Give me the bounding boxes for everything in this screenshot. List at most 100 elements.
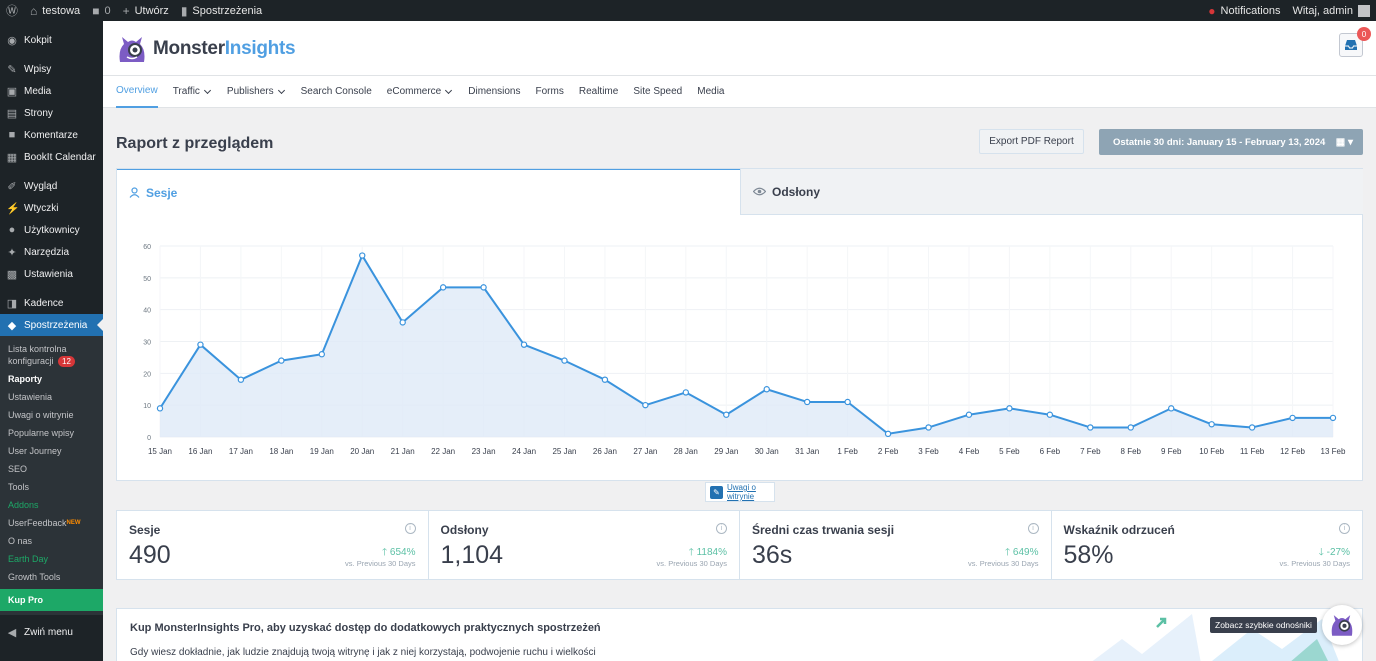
- admin-bar: Ⓦ ⌂ testowa ■ 0 + Utwórz ▮ Spostrzeżenia ● No…: [0, 0, 1376, 21]
- submenu-tools[interactable]: Tools: [8, 482, 30, 492]
- x-tick-label: 4 Feb: [959, 447, 980, 456]
- y-tick-label: 10: [143, 403, 151, 410]
- data-point: [318, 351, 325, 358]
- x-tick-label: 18 Jan: [269, 447, 293, 456]
- brand-part: Insights: [224, 38, 296, 59]
- y-tick-label: 0: [147, 435, 151, 442]
- menu-komentarze[interactable]: ■ Komentarze: [0, 124, 103, 146]
- menu-kadence[interactable]: ◨ Kadence: [0, 292, 103, 314]
- overview-chart-card: Sesje Odsłony 0 10 20 30 40 50 60 15 Jan 16 Jan 1…: [116, 168, 1363, 481]
- menu-strony[interactable]: ▤ Strony: [0, 102, 103, 124]
- info-icon[interactable]: i: [1339, 523, 1350, 534]
- data-point: [359, 252, 366, 259]
- menu-wpisy[interactable]: ✎ Wpisy: [0, 58, 103, 80]
- quick-links-button[interactable]: [1322, 605, 1362, 645]
- submenu-journey[interactable]: User Journey: [8, 446, 62, 456]
- menu-label: Media: [24, 85, 52, 97]
- x-tick-label: 8 Feb: [1121, 447, 1142, 456]
- submenu-checklist[interactable]: Lista kontrolna konfiguracji 12: [0, 340, 103, 370]
- notifications-link[interactable]: ● Notifications: [1202, 0, 1286, 21]
- menu-label: Kadence: [24, 297, 64, 309]
- tab-site-speed[interactable]: Site Speed: [633, 76, 682, 108]
- submenu-addons[interactable]: Addons: [8, 500, 39, 510]
- tab-overview[interactable]: Overview: [116, 76, 158, 108]
- submenu-growth[interactable]: Growth Tools: [8, 572, 61, 582]
- menu-media[interactable]: ▣ Media: [0, 80, 103, 102]
- site-notes-button[interactable]: ✎ Uwagi o witrynie: [705, 482, 775, 502]
- chevron-down-icon: [203, 86, 211, 94]
- upsell-text: Gdy wiesz dokładnie, jak ludzie znajdują…: [130, 647, 596, 658]
- menu-wyglad[interactable]: ✐ Wygląd: [0, 175, 103, 197]
- data-point: [561, 357, 568, 364]
- menu-kokpit[interactable]: ◉ Kokpit: [0, 29, 103, 51]
- tab-label: Forms: [535, 86, 564, 97]
- submenu-userfeedback[interactable]: UserFeedbackNEW: [0, 514, 103, 532]
- tab-media[interactable]: Media: [697, 76, 724, 108]
- tab-ecommerce[interactable]: eCommerce: [387, 76, 453, 108]
- submenu-label: konfiguracji: [8, 356, 54, 366]
- info-icon[interactable]: i: [1027, 523, 1039, 534]
- main-content: MonsterInsights 0 Overview Traffic Publi…: [103, 21, 1376, 661]
- comment-icon: ■: [8, 129, 16, 141]
- menu-uzytkownicy[interactable]: ● Użytkownicy: [0, 219, 103, 241]
- tab-traffic[interactable]: Traffic: [173, 76, 212, 108]
- tab-forms[interactable]: Forms: [536, 76, 564, 108]
- site-name-link[interactable]: ⌂ testowa: [24, 0, 86, 21]
- account-link[interactable]: Witaj, admin: [1286, 0, 1376, 21]
- wp-logo[interactable]: Ⓦ: [0, 0, 24, 21]
- note-edit-icon: ✎: [710, 485, 723, 499]
- data-point: [237, 376, 245, 383]
- menu-label: Spostrzeżenia: [24, 319, 88, 331]
- comments-link[interactable]: ■ 0: [86, 0, 116, 21]
- x-tick-label: 28 Jan: [674, 447, 698, 456]
- menu-spostrzezenia[interactable]: ◆ Spostrzeżenia: [0, 314, 103, 336]
- submenu-ustawienia[interactable]: Ustawienia: [8, 392, 53, 402]
- submenu-popularne[interactable]: Popularne wpisy: [8, 428, 75, 438]
- x-tick-label: 17 Jan: [229, 447, 253, 456]
- stat-value: 490: [129, 541, 171, 569]
- x-tick-label: 3 Feb: [918, 447, 939, 456]
- site-notes-line: witrynie: [727, 492, 755, 501]
- chart-tab-sessions[interactable]: Sesje: [117, 169, 740, 215]
- data-point: [601, 376, 609, 383]
- menu-wtyczki[interactable]: ⚡ Wtyczki: [0, 197, 103, 219]
- submenu-earthday[interactable]: Earth Day: [8, 554, 49, 564]
- menu-ustawienia[interactable]: ▩ Ustawienia: [0, 263, 103, 285]
- data-point: [1046, 411, 1054, 418]
- submenu-seo[interactable]: SEO: [8, 464, 28, 474]
- stat-value: 1,104: [440, 541, 504, 569]
- x-tick-label: 26 Jan: [593, 447, 617, 456]
- submenu-uwagi[interactable]: Uwagi o witrynie: [8, 410, 74, 420]
- plugin-icon: ⚡: [6, 202, 20, 215]
- new-content-link[interactable]: + Utwórz: [117, 0, 175, 21]
- stat-bounce-rate: Wskaźnik odrzuceń 58% i 🡓 -27% vs. Previ…: [1052, 511, 1363, 579]
- submenu-kup-pro[interactable]: Kup Pro: [0, 589, 103, 611]
- menu-bookit[interactable]: ▦ BookIt Calendar: [0, 146, 103, 168]
- tab-realtime[interactable]: Realtime: [579, 76, 618, 108]
- stat-change-value: 654%: [389, 547, 416, 558]
- x-tick-label: 9 Feb: [1161, 447, 1182, 456]
- submenu-onas[interactable]: O nas: [8, 536, 33, 546]
- export-pdf-button[interactable]: Export PDF Report: [979, 129, 1084, 154]
- submenu-raporty[interactable]: Raporty: [8, 374, 43, 384]
- stat-value: 58%: [1063, 541, 1114, 569]
- menu-label: Użytkownicy: [24, 224, 80, 236]
- eye-icon: [753, 187, 766, 196]
- menu-label: Komentarze: [24, 129, 78, 141]
- tab-search-console[interactable]: Search Console: [301, 76, 372, 108]
- tab-dimensions[interactable]: Dimensions: [468, 76, 520, 108]
- comments-count: 0: [104, 4, 111, 17]
- x-tick-label: 6 Feb: [1040, 447, 1061, 456]
- stat-label: Wskaźnik odrzuceń: [1063, 523, 1175, 537]
- menu-narzedzia[interactable]: ✦ Narzędzia: [0, 241, 103, 263]
- collapse-menu-button[interactable]: ◀ Zwiń menu: [0, 621, 103, 643]
- info-icon[interactable]: i: [404, 523, 416, 534]
- insights-link[interactable]: ▮ Spostrzeżenia: [175, 0, 268, 21]
- tab-publishers[interactable]: Publishers: [227, 76, 286, 108]
- date-range-picker[interactable]: Ostatnie 30 dni: January 15 - February 1…: [1099, 129, 1363, 155]
- chart-tab-pageviews[interactable]: Odsłony: [740, 169, 1363, 215]
- x-tick-label: 1 Feb: [837, 447, 858, 456]
- info-icon[interactable]: i: [716, 523, 727, 534]
- data-point: [1168, 405, 1175, 412]
- insights-submenu: Lista kontrolna konfiguracji 12 Raporty U…: [0, 336, 103, 615]
